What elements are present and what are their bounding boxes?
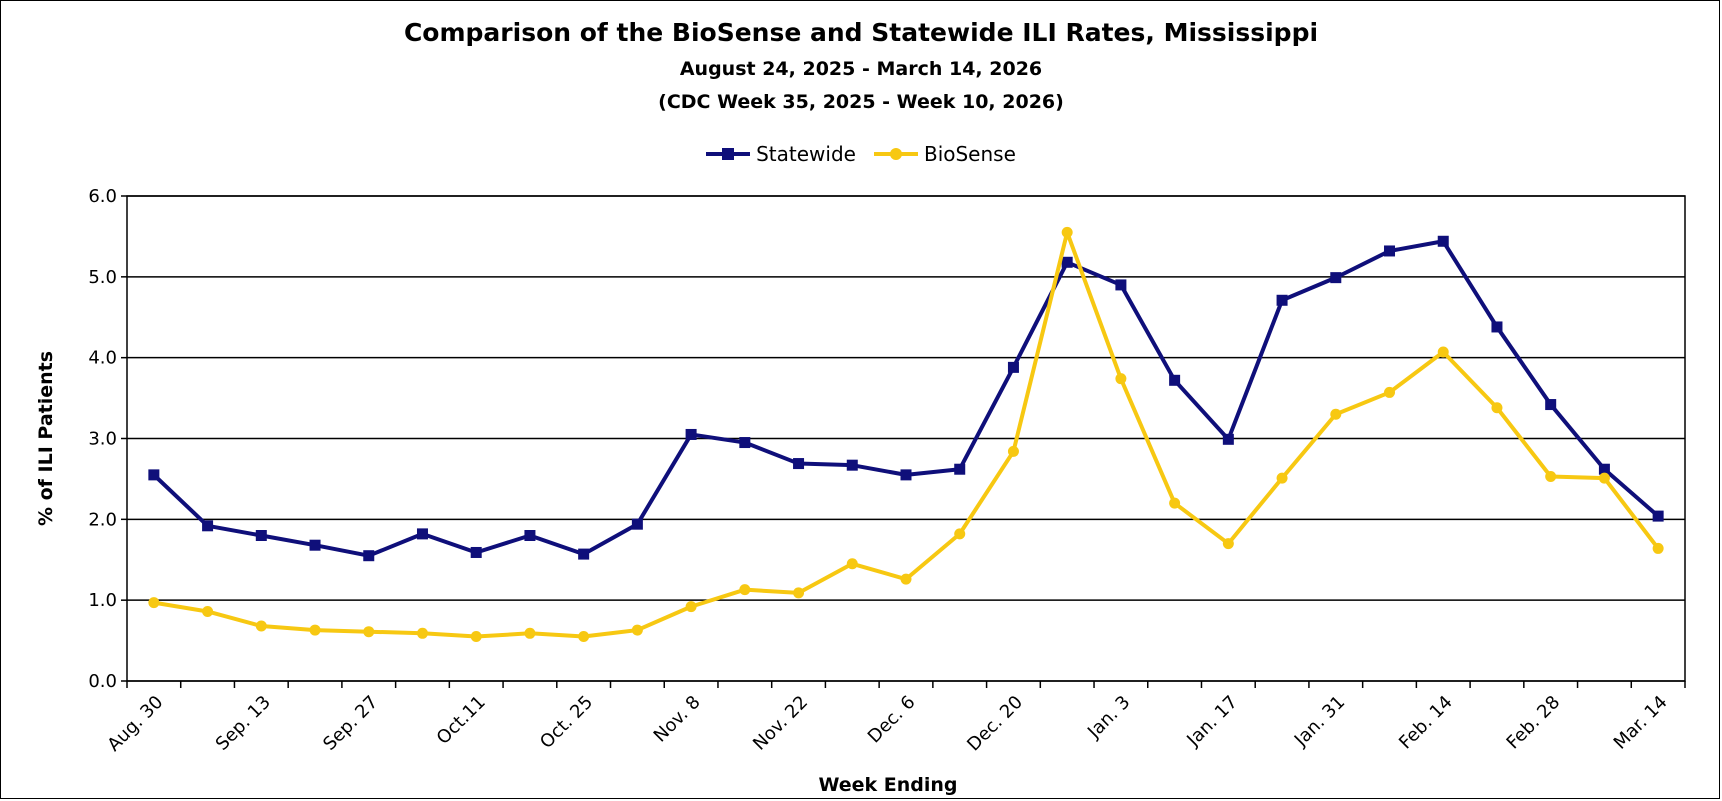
y-tick-label: 2.0 xyxy=(88,509,117,530)
x-tick-label: Feb. 14 xyxy=(1395,692,1457,754)
data-point-statewide xyxy=(1330,272,1342,284)
data-point-statewide xyxy=(470,546,482,558)
data-point-biosense xyxy=(202,605,214,617)
data-point-statewide xyxy=(1384,245,1396,257)
data-point-statewide xyxy=(202,520,214,532)
data-point-statewide xyxy=(1598,463,1610,475)
data-point-biosense xyxy=(631,624,643,636)
data-point-biosense xyxy=(1652,542,1664,554)
data-point-biosense xyxy=(416,627,428,639)
data-point-biosense xyxy=(1276,472,1288,484)
data-point-statewide xyxy=(1115,279,1127,291)
legend-key-biosense xyxy=(873,148,918,160)
data-point-statewide xyxy=(1652,510,1664,522)
legend-label-statewide: Statewide xyxy=(756,142,856,166)
x-tick-label: Oct.11 xyxy=(433,692,490,749)
y-tick-label: 4.0 xyxy=(88,348,117,369)
data-point-statewide xyxy=(954,463,966,475)
x-tick-label: Dec. 6 xyxy=(864,692,920,748)
series-line-statewide xyxy=(152,239,1660,558)
data-point-statewide xyxy=(900,469,912,481)
data-point-biosense xyxy=(309,624,321,636)
data-point-biosense xyxy=(1491,402,1503,414)
x-tick-label: Mar. 14 xyxy=(1610,692,1672,754)
data-point-biosense xyxy=(793,587,805,599)
data-point-statewide xyxy=(363,550,375,562)
data-point-biosense xyxy=(1115,373,1127,385)
data-point-biosense xyxy=(148,597,160,609)
data-point-biosense xyxy=(1598,472,1610,484)
legend-item-statewide: Statewide xyxy=(706,142,856,166)
data-point-biosense xyxy=(1061,226,1073,238)
x-tick-label: Aug. 30 xyxy=(103,692,167,756)
data-point-biosense xyxy=(578,631,590,643)
data-point-biosense xyxy=(1330,408,1342,420)
chart-subtitle-weeks: (CDC Week 35, 2025 - Week 10, 2026) xyxy=(658,91,1064,113)
y-tick-label: 3.0 xyxy=(88,429,117,450)
x-tick-label: Sep. 27 xyxy=(319,692,382,755)
data-point-statewide xyxy=(524,530,536,541)
data-point-statewide xyxy=(1169,374,1181,386)
data-point-statewide xyxy=(631,518,643,530)
x-tick-label: Oct. 25 xyxy=(536,692,597,753)
data-point-statewide xyxy=(578,548,590,560)
data-point-biosense xyxy=(685,601,697,613)
x-axis-title: Week Ending xyxy=(818,774,957,796)
data-point-statewide xyxy=(416,528,428,540)
x-tick-label: Nov. 22 xyxy=(749,692,812,755)
data-point-biosense xyxy=(1384,386,1396,398)
y-tick-label: 6.0 xyxy=(88,186,117,207)
data-point-statewide xyxy=(1276,294,1288,306)
data-point-biosense xyxy=(739,584,751,596)
data-point-biosense xyxy=(954,528,966,540)
x-tick-label: Nov. 8 xyxy=(650,692,705,747)
data-point-statewide xyxy=(1222,433,1234,445)
data-point-biosense xyxy=(900,573,912,585)
data-point-statewide xyxy=(1491,321,1503,333)
data-point-biosense xyxy=(524,627,536,639)
data-point-statewide xyxy=(309,539,321,551)
data-point-biosense xyxy=(1007,445,1019,457)
data-point-statewide xyxy=(685,428,697,440)
legend-label-biosense: BioSense xyxy=(923,142,1016,166)
data-point-statewide xyxy=(148,469,160,481)
legend-item-biosense: BioSense xyxy=(873,142,1016,166)
data-point-statewide xyxy=(1061,256,1073,268)
data-point-statewide xyxy=(1437,235,1449,247)
chart-subtitle-dates: August 24, 2025 - March 14, 2026 xyxy=(679,58,1043,80)
data-point-biosense xyxy=(1545,470,1557,482)
x-tick-label: Feb. 28 xyxy=(1503,692,1565,754)
x-tick-label: Jan. 3 xyxy=(1083,692,1134,743)
data-point-statewide xyxy=(1007,361,1019,373)
data-point-biosense xyxy=(363,626,375,638)
data-point-biosense xyxy=(470,631,482,643)
data-point-statewide xyxy=(1545,399,1557,411)
data-point-statewide xyxy=(255,530,267,541)
x-tick-label: Sep. 13 xyxy=(212,692,275,755)
legend-key-statewide xyxy=(706,148,751,160)
x-tick-label: Jan. 17 xyxy=(1182,692,1241,751)
x-tick-label: Jan. 31 xyxy=(1290,692,1349,751)
y-tick-label: 1.0 xyxy=(88,590,117,611)
y-axis-title: % of ILI Patients xyxy=(35,351,57,526)
x-tick-label: Dec. 20 xyxy=(963,692,1027,756)
y-tick-label: 0.0 xyxy=(88,671,117,692)
legend: Statewide BioSense xyxy=(0,142,1722,166)
data-point-biosense xyxy=(255,620,267,632)
y-tick-label: 5.0 xyxy=(88,267,117,288)
data-point-biosense xyxy=(1222,538,1234,550)
data-point-biosense xyxy=(846,558,858,570)
data-point-statewide xyxy=(793,458,805,470)
data-point-biosense xyxy=(1437,346,1449,358)
data-point-statewide xyxy=(739,437,751,449)
data-point-biosense xyxy=(1169,497,1181,509)
data-point-statewide xyxy=(846,459,858,471)
chart-title: Comparison of the BioSense and Statewide… xyxy=(403,18,1319,47)
